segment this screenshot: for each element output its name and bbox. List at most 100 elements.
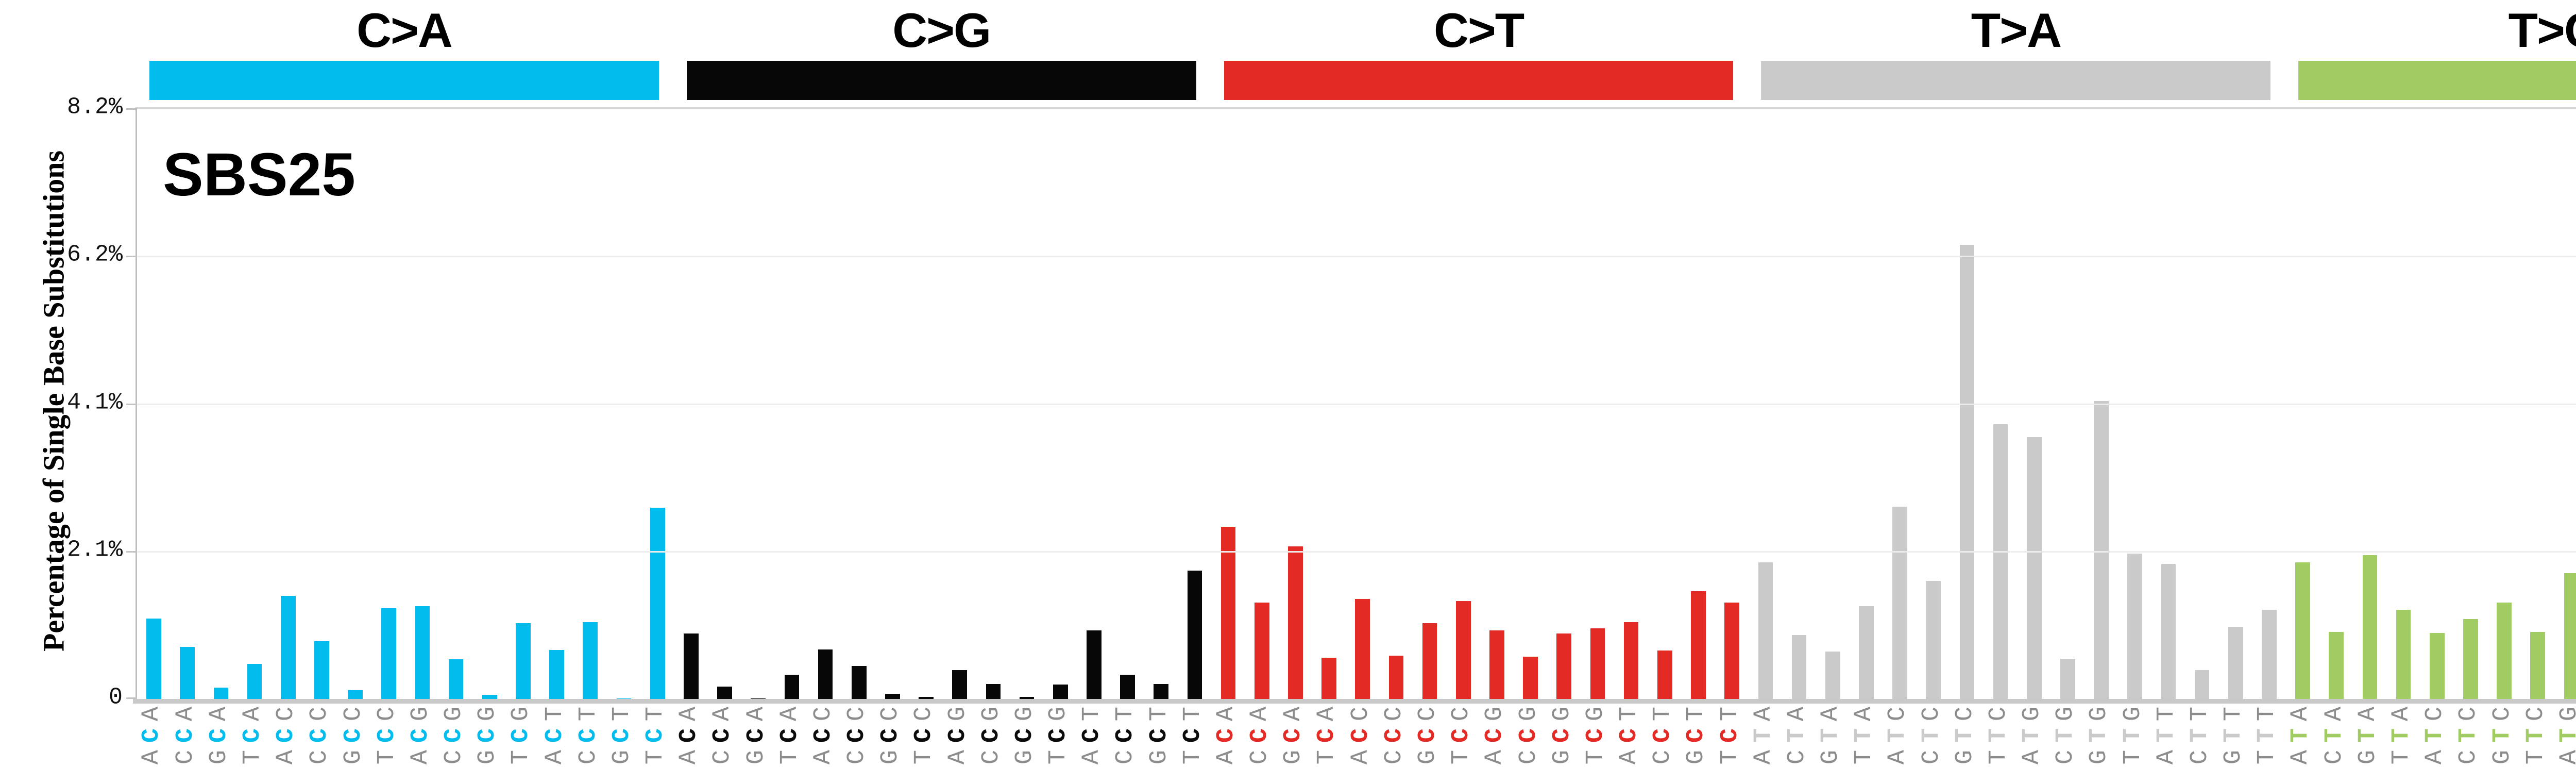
bar-T>A-TTA [2161, 563, 2176, 699]
bar-C>G-ACA [684, 633, 699, 699]
group-header-band [1224, 61, 1734, 100]
bar-slot [2554, 109, 2576, 699]
bar-C>G-ACC [717, 687, 732, 699]
flank-base-letter: G [440, 706, 468, 722]
bar-slot [1514, 109, 1547, 699]
bar-slot [2252, 109, 2286, 699]
bar-slot [439, 109, 473, 699]
bar-C>G-CCT [919, 696, 934, 699]
flank-base-letter: C [306, 749, 334, 765]
bar-C>T-GCC [1523, 656, 1538, 699]
bar-slot [305, 109, 338, 699]
bar-slot [976, 109, 1010, 699]
flank-base-letter: G [1011, 706, 1039, 722]
group-header-label: T>A [1971, 3, 2062, 57]
bar-slot [238, 109, 272, 699]
flank-base-letter: G [2019, 706, 2046, 722]
flank-base-letter: T [2253, 706, 2281, 722]
group-header-T>C: T>C [2284, 0, 2576, 103]
flank-base-letter: C [1347, 706, 1375, 722]
flank-base-letter: C [2320, 749, 2348, 765]
flank-base-letter: T [910, 749, 938, 765]
bar-C>G-CCC [851, 665, 867, 699]
flank-base-letter: C [843, 749, 871, 765]
flank-base-letter: C [810, 706, 838, 722]
flank-base-letter: A [2153, 749, 2180, 765]
bar-C>A-ACT [247, 663, 262, 699]
bar-slot [1950, 109, 1984, 699]
flank-base-letter: C [2052, 749, 2080, 765]
bar-C>T-ACT [1321, 658, 1336, 699]
flank-base-letter: C [977, 749, 1005, 765]
bar-slot [1782, 109, 1816, 699]
flank-base-letter: G [340, 749, 367, 765]
flank-base-letter: G [1145, 749, 1173, 765]
bar-C>T-TCG [1691, 591, 1706, 699]
bar-C>T-ACC [1254, 602, 1269, 699]
bar-slot [1413, 109, 1447, 699]
bar-C>G-GCG [1019, 696, 1035, 699]
y-tick-label: 8.2% [66, 94, 123, 121]
bar-C>A-CCT [381, 608, 397, 699]
flank-base-letter: A [1817, 706, 1845, 722]
flank-base-letter: T [2522, 749, 2550, 765]
mutated-base-letter: T [1884, 728, 1912, 743]
flank-base-letter: G [1515, 706, 1543, 722]
flank-base-letter: C [1918, 706, 1945, 722]
bar-slot [171, 109, 204, 699]
mutated-base-letter: T [2488, 728, 2516, 743]
mutated-base-letter: T [2455, 728, 2483, 743]
flank-base-letter: A [709, 706, 737, 722]
bar-slot [1715, 109, 1749, 699]
bar-C>A-ACA [146, 618, 161, 699]
flank-base-letter: A [944, 749, 972, 765]
gridline [137, 403, 2576, 405]
bar-C>G-ACT [784, 674, 800, 699]
bar-slot [540, 109, 573, 699]
bar-slot [1077, 109, 1111, 699]
mutated-base-letter: C [440, 728, 468, 743]
bar-C>T-CCC [1388, 656, 1404, 699]
flank-base-letter: A [541, 749, 569, 765]
bar-T>C-CTA [2429, 632, 2445, 699]
group-header-C>T: C>T [1210, 0, 1748, 103]
mutated-base-letter: T [1784, 728, 1811, 743]
flank-base-letter: G [2488, 749, 2516, 765]
flank-base-letter: T [1582, 749, 1609, 765]
mutated-base-letter: C [1246, 728, 1274, 743]
bar-C>G-TCT [1187, 571, 1202, 699]
bar-slot [2353, 109, 2386, 699]
bar-slot [1144, 109, 1178, 699]
group-header-band [1761, 61, 2271, 100]
group-header-T>A: T>A [1747, 0, 2284, 103]
flank-base-letter: A [1616, 749, 1643, 765]
bar-C>T-ACG [1288, 546, 1303, 699]
bar-C>G-GCC [986, 683, 1001, 699]
flank-base-letter: A [1078, 749, 1106, 765]
bar-T>A-ATA [1758, 562, 1773, 699]
mutated-base-letter: T [2287, 728, 2315, 743]
flank-base-letter: T [1045, 749, 1073, 765]
flank-base-letter: C [273, 706, 300, 722]
mutated-base-letter: T [2388, 728, 2416, 743]
group-header-C>A: C>A [135, 0, 673, 103]
bar-slot [842, 109, 876, 699]
flank-base-letter: T [239, 749, 267, 765]
flank-base-letter: A [2421, 749, 2449, 765]
